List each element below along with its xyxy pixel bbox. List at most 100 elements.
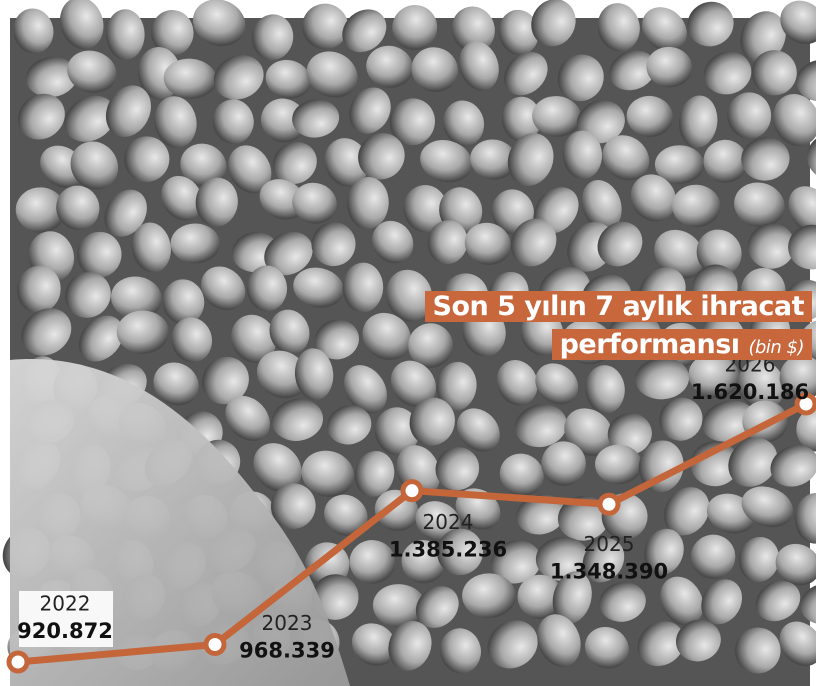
hazelnut bbox=[599, 582, 646, 622]
hazelnut bbox=[458, 41, 499, 91]
hazelnut bbox=[755, 580, 801, 622]
hazelnut bbox=[349, 87, 391, 134]
hazelnut bbox=[734, 627, 781, 674]
hazelnut bbox=[582, 538, 625, 583]
hazelnut bbox=[293, 267, 344, 308]
hazelnut bbox=[260, 98, 306, 143]
hazelnut bbox=[17, 93, 65, 140]
point bbox=[794, 392, 816, 416]
hazelnut bbox=[153, 362, 199, 406]
hazelnut bbox=[253, 443, 302, 493]
hazelnut bbox=[403, 184, 448, 233]
hazelnut bbox=[501, 96, 542, 142]
hazelnut bbox=[675, 619, 721, 662]
hazelnut bbox=[306, 51, 358, 98]
hazelnut bbox=[358, 132, 405, 180]
hazelnut bbox=[409, 397, 455, 446]
hazelnut bbox=[324, 138, 369, 187]
hazelnut bbox=[408, 323, 453, 368]
hazelnut bbox=[646, 46, 693, 88]
hazelnut bbox=[741, 486, 794, 528]
hazelnut bbox=[344, 365, 387, 414]
hazelnut bbox=[701, 579, 743, 625]
hazelnut bbox=[740, 11, 786, 63]
hazelnut bbox=[638, 440, 684, 493]
hazelnut bbox=[780, 0, 816, 45]
hazelnut bbox=[294, 348, 334, 401]
hazelnut bbox=[265, 59, 311, 99]
hazelnut bbox=[703, 139, 748, 183]
hazelnut bbox=[110, 276, 162, 320]
hazelnut bbox=[435, 447, 480, 491]
hazelnut bbox=[401, 540, 446, 584]
hazelnut bbox=[392, 5, 438, 51]
hazelnut bbox=[327, 405, 372, 445]
hazelnut bbox=[457, 408, 500, 452]
hazelnut bbox=[427, 220, 468, 265]
hazelnut bbox=[170, 223, 220, 264]
hazelnut bbox=[116, 310, 169, 354]
category-label: 2023 bbox=[262, 611, 313, 635]
hazelnut bbox=[362, 312, 411, 361]
value-label: 920.872 bbox=[17, 619, 113, 643]
point bbox=[597, 492, 621, 516]
hazelnut bbox=[678, 95, 718, 148]
hazelnut bbox=[751, 50, 797, 96]
hazelnut bbox=[354, 451, 395, 497]
hazelnut bbox=[151, 9, 194, 56]
hazelnut bbox=[775, 543, 816, 586]
hazelnut bbox=[161, 175, 203, 221]
hazelnut bbox=[581, 180, 622, 231]
hazelnut bbox=[800, 319, 816, 365]
value-label: 1.348.390 bbox=[550, 559, 668, 583]
hazelnut bbox=[342, 9, 387, 53]
hazelnut bbox=[301, 450, 355, 497]
hazelnut bbox=[487, 620, 538, 669]
hazelnut bbox=[635, 357, 690, 400]
hazelnut bbox=[315, 319, 360, 360]
plot: 2022 920.872 2023 968.339 2024 1.385.236 2025 1… bbox=[6, 353, 816, 674]
hazelnut bbox=[436, 361, 477, 411]
hazelnut bbox=[772, 94, 816, 147]
hazelnut bbox=[796, 406, 816, 452]
hazelnut bbox=[451, 6, 495, 53]
hazelnut bbox=[16, 265, 61, 314]
hazelnut bbox=[67, 50, 117, 93]
hazelnut bbox=[688, 354, 740, 398]
hazelnut bbox=[597, 221, 643, 267]
hazelnut bbox=[70, 141, 119, 190]
hazelnut bbox=[517, 574, 564, 620]
hazelnut bbox=[779, 621, 816, 667]
hazelnut bbox=[195, 177, 238, 227]
hazelnut bbox=[663, 487, 710, 536]
hazelnut bbox=[225, 395, 270, 442]
hazelnut bbox=[351, 623, 397, 666]
hazelnut bbox=[734, 182, 785, 228]
hazelnut bbox=[490, 540, 542, 584]
hazelnut bbox=[154, 96, 197, 148]
hazelnut bbox=[507, 133, 554, 186]
hazelnut bbox=[212, 99, 254, 144]
category-label: 2024 bbox=[423, 510, 474, 534]
hazelnut bbox=[557, 54, 604, 102]
chart-subtitle: (bin $) bbox=[748, 337, 804, 358]
hazelnut bbox=[77, 231, 122, 278]
hazelnut bbox=[366, 45, 413, 88]
category-label: 2025 bbox=[584, 532, 635, 556]
hazelnut bbox=[630, 174, 676, 222]
hazelnut bbox=[702, 400, 755, 442]
hazelnut bbox=[372, 584, 426, 628]
point bbox=[6, 650, 30, 674]
hazelnut bbox=[270, 483, 316, 529]
hazelnut bbox=[415, 586, 459, 629]
hazelnut bbox=[660, 576, 704, 626]
hazelnut bbox=[56, 185, 100, 231]
hazelnut bbox=[462, 573, 516, 619]
hazelnut bbox=[171, 317, 213, 363]
hazelnut bbox=[162, 279, 205, 325]
hazelnut bbox=[585, 365, 625, 414]
hazelnut bbox=[123, 136, 170, 182]
hazelnut bbox=[607, 412, 652, 455]
point bbox=[400, 479, 424, 503]
